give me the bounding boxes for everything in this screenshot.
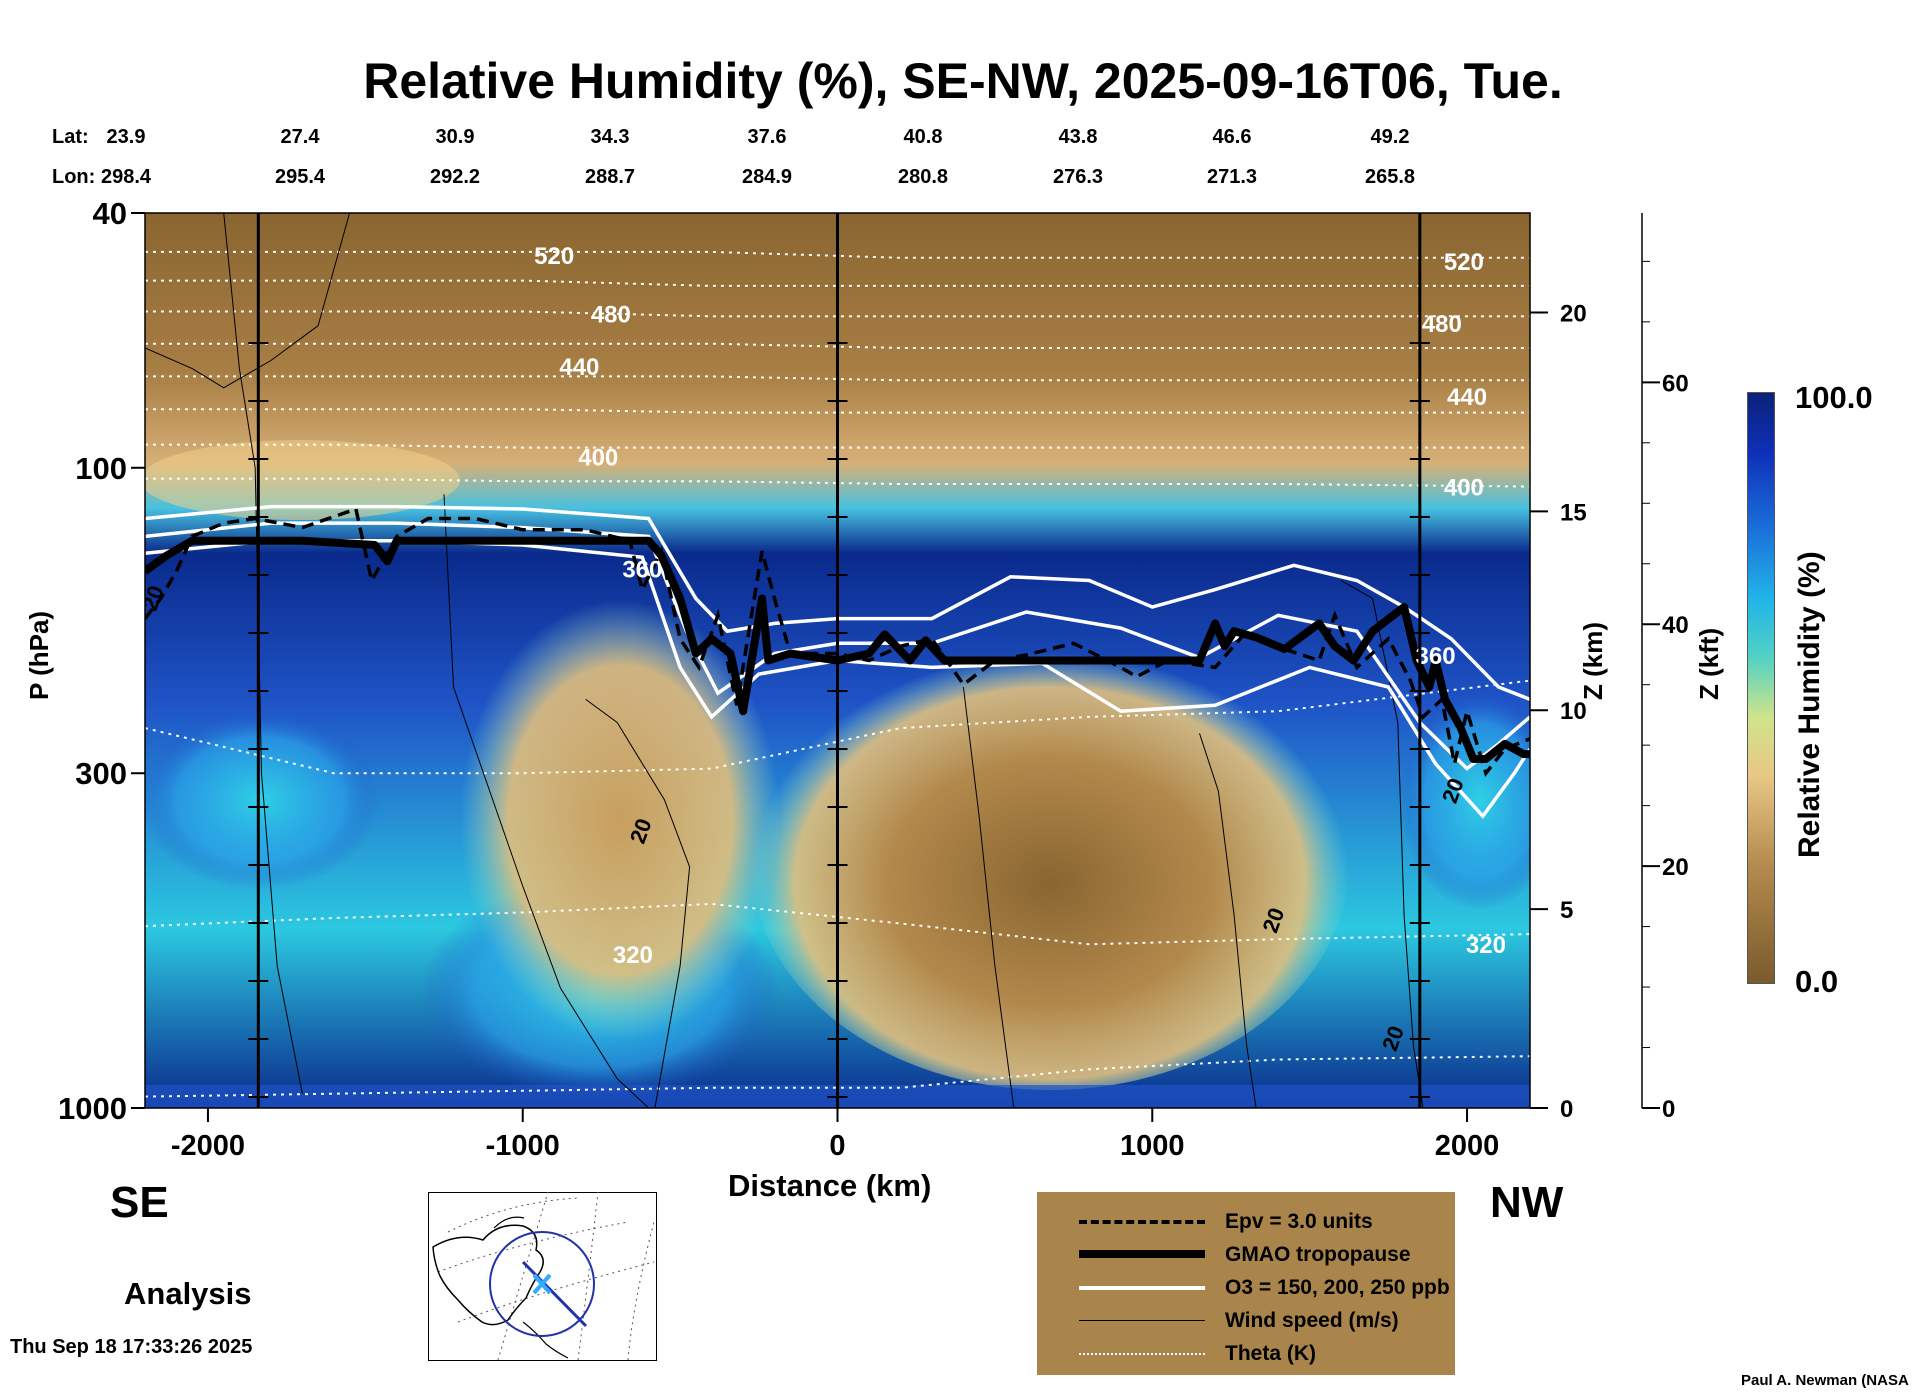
epv-swatch: [1079, 1220, 1205, 1224]
lat-value: 40.8: [903, 126, 943, 148]
lon-value: 284.9: [741, 166, 793, 188]
y-tick-label: 1000: [58, 1091, 127, 1126]
z-kft-tick-label: 40: [1662, 612, 1689, 639]
z-km-tick-label: 5: [1560, 897, 1573, 924]
lat-header: Lat:: [52, 126, 89, 148]
colorbar-min-label: 0.0: [1795, 964, 1839, 999]
theta-label: 320: [613, 942, 653, 969]
theta-label: 440: [559, 354, 599, 381]
x-axis-label: Distance (km): [728, 1168, 932, 1203]
lat-value: 43.8: [1058, 126, 1098, 148]
theta-label: 520: [1444, 249, 1484, 276]
timestamp: Thu Sep 18 17:33:26 2025: [10, 1336, 253, 1358]
lon-value: 298.4: [100, 166, 152, 188]
lat-value: 49.2: [1370, 126, 1410, 148]
theta-label: 480: [591, 302, 631, 329]
theta-label: 520: [534, 243, 574, 270]
legend-item-tropopause: GMAO tropopause: [1037, 1239, 1455, 1269]
z-km-axis-label: Z (km): [1578, 622, 1608, 700]
colorbar-label: Relative Humidity (%): [1793, 551, 1826, 858]
dry-region-east: [750, 630, 1350, 1090]
lon-value: 276.3: [1052, 166, 1104, 188]
credit: Paul A. Newman (NASA: [1741, 1372, 1909, 1389]
theta-label: 320: [1466, 932, 1506, 959]
lon-value: 271.3: [1206, 166, 1258, 188]
lat-value: 27.4: [280, 126, 320, 148]
lon-value: 265.8: [1364, 166, 1416, 188]
cyan-region-ne: [1400, 690, 1530, 910]
analysis-label: Analysis: [124, 1276, 252, 1311]
z-kft-axis-label: Z (kft): [1694, 627, 1724, 700]
ozone-contour: [145, 538, 1530, 819]
locator-map: [428, 1192, 657, 1361]
y-tick-label: 300: [75, 756, 127, 791]
legend: Epv = 3.0 units GMAO tropopause O3 = 150…: [1037, 1192, 1455, 1375]
x-tick-label: -2000: [171, 1130, 245, 1162]
wind-label: 20: [137, 582, 169, 614]
lon-value: 292.2: [429, 166, 481, 188]
colorbar-max-label: 100.0: [1795, 380, 1873, 415]
theta-label: 400: [1444, 475, 1484, 502]
tropopause-line: [145, 536, 1530, 763]
lon-value: 280.8: [897, 166, 949, 188]
colorbar: [1747, 392, 1775, 984]
z-kft-tick-label: 20: [1662, 854, 1689, 881]
x-tick-label: 1000: [1120, 1130, 1185, 1162]
legend-item-ozone: O3 = 150, 200, 250 ppb: [1037, 1272, 1455, 1302]
z-km-tick-label: 20: [1560, 300, 1587, 327]
y-tick-label: 40: [93, 196, 127, 231]
wind-speed-contour: [585, 698, 691, 1108]
nw-direction-label: NW: [1490, 1178, 1564, 1227]
theta-line: [145, 902, 1530, 946]
y-tick-label: 100: [75, 451, 127, 486]
legend-label-theta: Theta (K): [1225, 1342, 1316, 1365]
ozone-swatch: [1079, 1286, 1205, 1290]
y-axis-label: P (hPa): [24, 610, 54, 700]
x-tick-label: 2000: [1435, 1130, 1500, 1162]
theta-line: [145, 679, 1530, 775]
legend-label-wind: Wind speed (m/s): [1225, 1309, 1399, 1332]
z-km-tick-label: 15: [1560, 499, 1587, 526]
lat-value: 37.6: [747, 126, 787, 148]
theta-label: 360: [622, 556, 662, 583]
dry-region-mid: [460, 600, 780, 1040]
wind-speed-contour: [443, 494, 649, 1108]
wind-speed-contour: [962, 686, 1015, 1108]
lat-value: 23.9: [106, 126, 146, 148]
lon-value: 295.4: [274, 166, 326, 188]
legend-item-theta: Theta (K): [1037, 1338, 1455, 1368]
legend-item-epv: Epv = 3.0 units: [1037, 1206, 1455, 1236]
theta-swatch: [1079, 1353, 1205, 1355]
x-tick-label: 0: [829, 1130, 845, 1162]
theta-label: 360: [1416, 643, 1456, 670]
z-kft-tick-label: 60: [1662, 370, 1689, 397]
lon-header: Lon:: [52, 166, 96, 188]
wind-swatch: [1079, 1320, 1205, 1321]
theta-label: 480: [1422, 311, 1462, 338]
legend-item-wind: Wind speed (m/s): [1037, 1305, 1455, 1335]
lat-value: 46.6: [1212, 126, 1252, 148]
lon-value: 288.7: [584, 166, 636, 188]
wind-speed-contour: [1340, 580, 1424, 1108]
theta-label: 400: [578, 445, 618, 472]
z-kft-tick-label: 0: [1662, 1096, 1675, 1123]
wind-speed-contour: [145, 213, 351, 389]
dry-band-upper: [145, 440, 460, 520]
lat-value: 34.3: [590, 126, 630, 148]
chart-title: Relative Humidity (%), SE-NW, 2025-09-16…: [363, 53, 1563, 109]
tropopause-swatch: [1079, 1250, 1205, 1258]
lat-value: 30.9: [435, 126, 475, 148]
theta-label: 440: [1447, 384, 1487, 411]
cyan-region-w: [145, 710, 380, 890]
se-direction-label: SE: [110, 1178, 169, 1227]
z-km-tick-label: 0: [1560, 1096, 1573, 1123]
legend-label-epv: Epv = 3.0 units: [1225, 1210, 1373, 1233]
legend-label-tropopause: GMAO tropopause: [1225, 1243, 1411, 1266]
wind-speed-contour: [1199, 733, 1257, 1108]
x-tick-label: -1000: [486, 1130, 560, 1162]
ozone-contour: [145, 504, 1530, 702]
legend-label-ozone: O3 = 150, 200, 250 ppb: [1225, 1276, 1450, 1299]
z-km-tick-label: 10: [1560, 698, 1587, 725]
